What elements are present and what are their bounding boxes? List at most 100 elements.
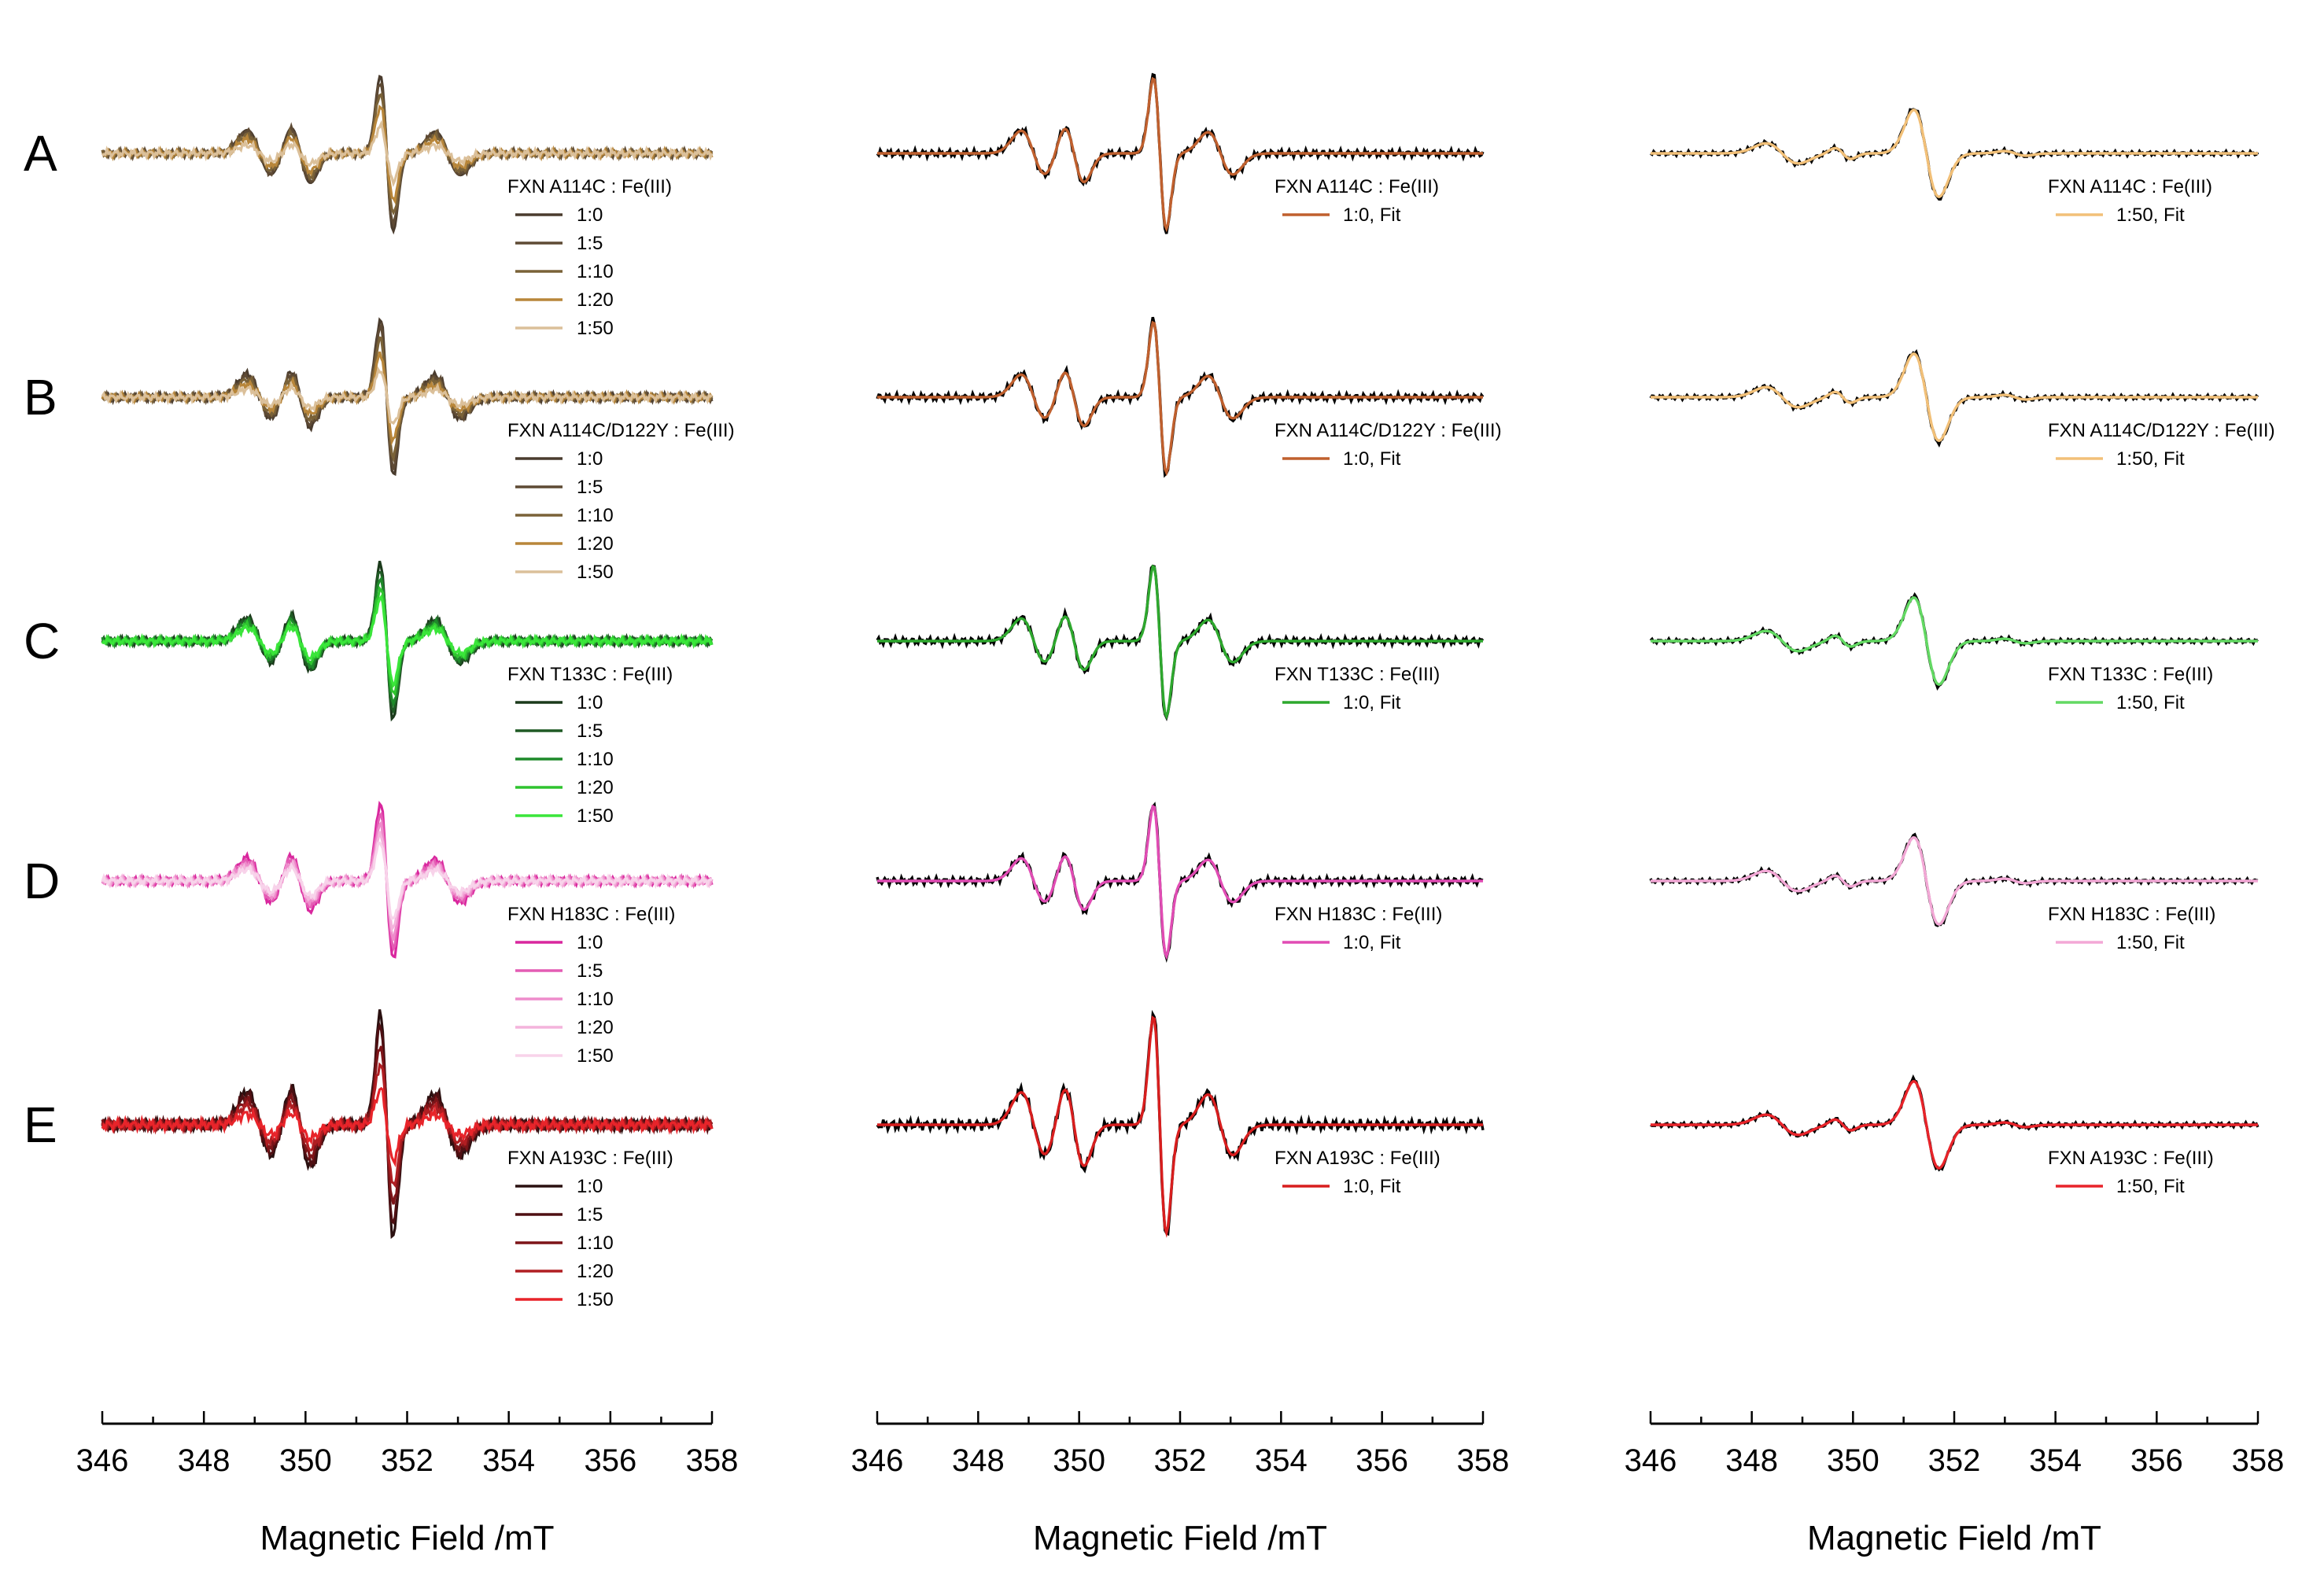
x-tick-label: 354 (482, 1443, 535, 1478)
fit-spectrum (1651, 1080, 2258, 1170)
spectrum-line (101, 594, 713, 688)
fit-spectrum (877, 564, 1483, 720)
row-c-spectra: FXN T133C : Fe(III) 1:0 1:5 1:10 1:20 1:50 (101, 560, 714, 827)
x-tick-label: 346 (76, 1443, 129, 1478)
legend-entry: 1:0, Fit (1343, 205, 1401, 226)
x-tick-label: 354 (1255, 1443, 1308, 1478)
legend-entry: 1:0, Fit (1343, 932, 1401, 953)
legend-entry: 1:50 (577, 1045, 614, 1067)
legend-entry: 1:50, Fit (2116, 1176, 2185, 1197)
row-label-c: C (24, 613, 60, 669)
fit-1-0-panel: 346 348 350 352 354 356 358 Magnetic Field /mT F… (851, 72, 1510, 1557)
legend-entry: 1:50 (577, 1289, 614, 1310)
row-label-d: D (24, 853, 60, 909)
x-tick-label: 350 (279, 1443, 332, 1478)
legend-entry: 1:5 (577, 960, 603, 982)
spectrum-line (101, 841, 713, 920)
fit-spectrum (877, 804, 1483, 960)
row-b-spectra: FXN A114C/D122Y : Fe(III) 1:0 1:5 1:10 1:20 1… (101, 317, 735, 583)
legend-entry: 1:10 (577, 1233, 614, 1254)
x-tick-label: 358 (686, 1443, 739, 1478)
x-tick-label: 350 (1827, 1443, 1879, 1478)
row-a-spectra: FXN A114C : Fe(III) 1:0 1:5 1:10 1:20 1:50 (101, 75, 714, 339)
legend-entry: 1:10 (577, 261, 614, 282)
legend-title: FXN T133C : Fe(III) (2048, 664, 2213, 685)
row-label-a: A (24, 125, 57, 182)
legend-entry: 1:0, Fit (1343, 692, 1401, 713)
x-axis-title: Magnetic Field /mT (1807, 1519, 2101, 1557)
row-a-fit: FXN A114C : Fe(III) 1:0, Fit (876, 72, 1485, 234)
fit-spectrum (1651, 596, 2258, 687)
fit-spectrum (1651, 109, 2258, 199)
x-tick-label: 346 (851, 1443, 904, 1478)
legend-title: FXN A114C/D122Y : Fe(III) (2048, 420, 2275, 441)
legend-title: FXN H183C : Fe(III) (2048, 904, 2215, 925)
x-tick-label: 358 (2232, 1443, 2285, 1478)
legend-entry: 1:20 (577, 1261, 614, 1282)
row-b-fit: FXN A114C/D122Y : Fe(III) 1:50, Fit (1649, 348, 2275, 470)
x-tick-label: 348 (178, 1443, 231, 1478)
legend-title: FXN A114C : Fe(III) (507, 176, 672, 197)
legend-entry: 1:20 (577, 289, 614, 311)
x-tick-label: 352 (1154, 1443, 1207, 1478)
legend-entry: 1:50, Fit (2116, 692, 2185, 713)
row-letters: A B C D E (24, 125, 60, 1153)
legend-entry: 1:0 (577, 1176, 603, 1197)
x-tick-label: 346 (1625, 1443, 1677, 1478)
legend-entry: 1:50 (577, 562, 614, 583)
legend-entry: 1:20 (577, 777, 614, 798)
spectrum-line (101, 366, 714, 426)
legend-entry: 1:10 (577, 989, 614, 1010)
fit-spectrum (1651, 352, 2258, 443)
legend-entry: 1:50, Fit (2116, 205, 2185, 226)
legend-entry: 1:50, Fit (2116, 932, 2185, 953)
fit-spectrum (877, 1015, 1483, 1238)
legend-entry: 1:0 (577, 205, 603, 226)
legend-title: FXN A193C : Fe(III) (1275, 1148, 1441, 1169)
x-tick-label: 354 (2029, 1443, 2082, 1478)
row-e-spectra: FXN A193C : Fe(III) 1:0 1:5 1:10 1:20 1:50 (101, 1009, 714, 1310)
row-b-fit: FXN A114C/D122Y : Fe(III) 1:0, Fit (876, 316, 1502, 478)
legend-entry: 1:0 (577, 448, 603, 470)
x-axis-title: Magnetic Field /mT (1033, 1519, 1327, 1557)
legend-entry: 1:50 (577, 805, 614, 827)
row-e-fit: FXN A193C : Fe(III) 1:50, Fit (1650, 1074, 2259, 1197)
titration-panel: 346 348 350 352 354 356 358 Magnetic Field /mT F… (76, 75, 739, 1557)
x-tick-label: 356 (2130, 1443, 2183, 1478)
legend-entry: 1:20 (577, 1017, 614, 1038)
legend-entry: 1:5 (577, 1204, 603, 1225)
experimental-spectrum (876, 1009, 1485, 1236)
fit-spectrum (877, 320, 1483, 477)
x-tick-label: 348 (1725, 1443, 1778, 1478)
legend-entry: 1:0, Fit (1343, 1176, 1401, 1197)
x-tick-label: 358 (1457, 1443, 1510, 1478)
legend-entry: 1:5 (577, 233, 603, 254)
row-c-fit: FXN T133C : Fe(III) 1:50, Fit (1649, 591, 2259, 713)
legend-title: FXN A114C/D122Y : Fe(III) (1275, 420, 1502, 441)
spectrum-line (101, 120, 714, 188)
legend-entry: 1:5 (577, 477, 603, 498)
x-axis-title: Magnetic Field /mT (260, 1519, 554, 1557)
row-c-fit: FXN T133C : Fe(III) 1:0, Fit (876, 564, 1485, 722)
x-tick-label: 352 (1928, 1443, 1981, 1478)
legend-entry: 1:0, Fit (1343, 448, 1401, 470)
legend-title: FXN A114C/D122Y : Fe(III) (507, 420, 735, 441)
x-tick-label: 348 (952, 1443, 1005, 1478)
legend-entry: 1:20 (577, 533, 614, 555)
legend-title: FXN T133C : Fe(III) (1275, 664, 1440, 685)
row-a-fit: FXN A114C : Fe(III) 1:50, Fit (1650, 108, 2259, 226)
row-label-b: B (24, 369, 57, 426)
row-e-fit: FXN A193C : Fe(III) 1:0, Fit (876, 1009, 1485, 1238)
legend-entry: 1:5 (577, 720, 603, 742)
spectrum-line (101, 1086, 714, 1168)
fit-1-50-panel: 346 348 350 352 354 356 358 Magnetic Field /mT F… (1625, 108, 2285, 1557)
legend-entry: 1:10 (577, 749, 614, 770)
legend-entry: 1:50 (577, 318, 614, 339)
x-tick-label: 356 (584, 1443, 636, 1478)
legend-entry: 1:0 (577, 932, 603, 953)
x-tick-label: 350 (1053, 1443, 1105, 1478)
legend-entry: 1:10 (577, 505, 614, 526)
row-label-e: E (24, 1096, 57, 1153)
fit-spectrum (877, 76, 1483, 233)
